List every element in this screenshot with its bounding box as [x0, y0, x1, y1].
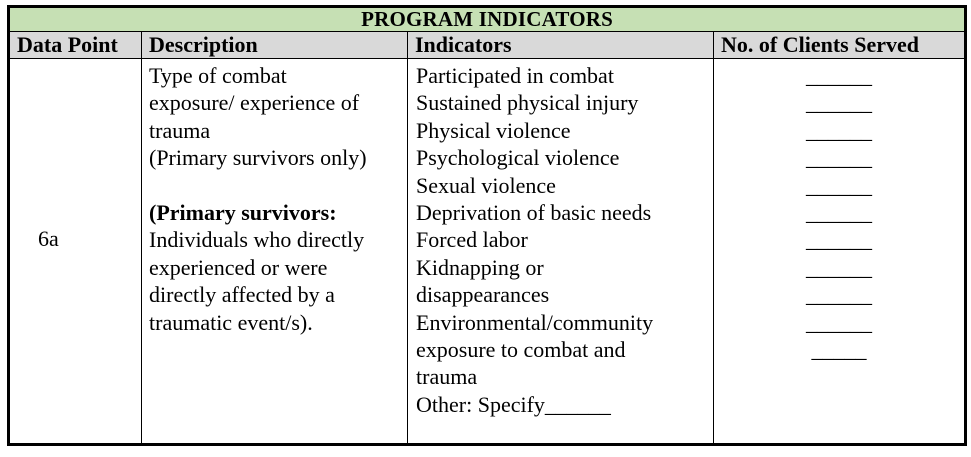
primary-survivors-bold-label: (Primary survivors:: [149, 200, 337, 226]
table-title-row: PROGRAM INDICATORS: [7, 6, 967, 32]
table-header-row: Data Point Description Indicators No. of…: [8, 31, 967, 59]
clients-served-cell: ______ ______ ______ ______ ______ _____…: [712, 58, 967, 445]
indicators-list: Participated in combat Sustained physica…: [416, 63, 654, 417]
data-point-cell: 6a: [8, 58, 142, 445]
description-cell: Type of combat exposure/ experience of t…: [141, 58, 408, 445]
program-indicators-table: PROGRAM INDICATORS Data Point Descriptio…: [7, 5, 968, 446]
description-spacer: [149, 172, 403, 199]
description-paragraph-1: Type of combat exposure/ experience of t…: [149, 63, 367, 171]
description-paragraph-2-heading: (Primary survivors:: [149, 199, 403, 226]
col-header-description: Description: [141, 31, 408, 59]
clients-served-blank-lines: ______ ______ ______ ______ ______ _____…: [806, 63, 873, 363]
table-title: PROGRAM INDICATORS: [7, 6, 967, 32]
description-paragraph-2: Individuals who directly experienced or …: [149, 227, 365, 335]
indicators-cell: Participated in combat Sustained physica…: [407, 58, 714, 445]
table-row: 6a Type of combat exposure/ experience o…: [8, 58, 967, 445]
col-header-data-point: Data Point: [8, 31, 142, 59]
col-header-indicators: Indicators: [407, 31, 714, 59]
col-header-clients-served: No. of Clients Served: [712, 31, 967, 59]
